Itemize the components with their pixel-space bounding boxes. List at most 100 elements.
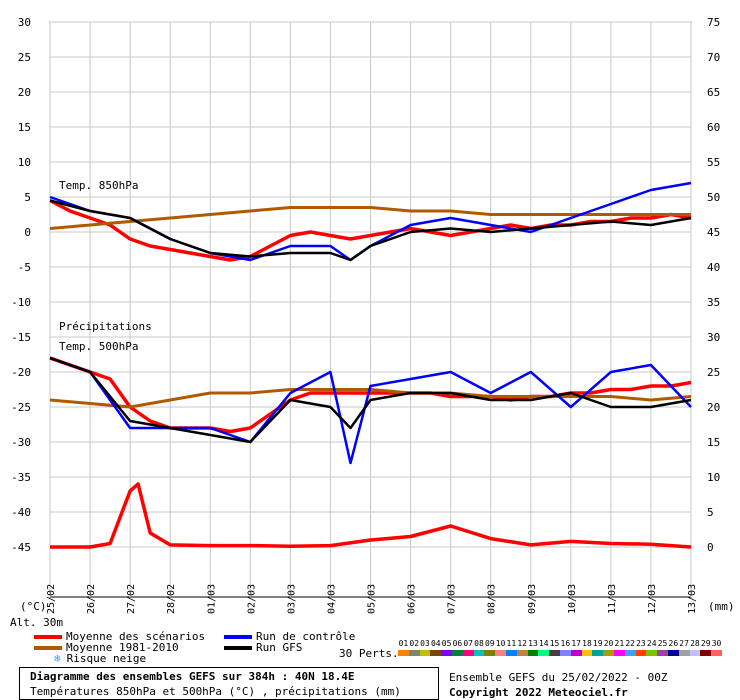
pert-color-swatch — [462, 650, 474, 656]
left-tick-label: -40 — [11, 506, 31, 519]
pert-color-swatch — [505, 650, 517, 656]
legend-control-label: Run de contrôle — [256, 630, 356, 643]
date-tick-label: 27/02 — [126, 584, 137, 614]
left-axis-unit: (°C) — [20, 600, 47, 613]
right-tick-label: 70 — [707, 51, 720, 64]
series-line-precip — [50, 482, 692, 549]
t850-panel-label: Temp. 850hPa — [59, 179, 138, 192]
pert-number: 26 — [668, 639, 679, 648]
t500-panel-label: Temp. 500hPa — [59, 340, 138, 353]
left-tick-label: 10 — [18, 156, 31, 169]
pert-number: 24 — [646, 639, 657, 648]
left-tick-label: -45 — [11, 541, 31, 554]
date-tick-label: 05/03 — [367, 584, 378, 614]
date-tick-label: 26/02 — [86, 584, 97, 614]
pert-color-swatch — [473, 650, 485, 656]
pert-number: 27 — [679, 639, 689, 648]
date-tick-label: 08/03 — [487, 584, 498, 614]
right-tick-label: 75 — [707, 16, 720, 29]
perturbation-numbers: 01 02 03 04 05 06 07 08 09 10 11 12 13 14 15 16 17 18 19 20… — [398, 639, 722, 648]
legend-mean: Moyenne des scénarios — [34, 630, 205, 643]
pert-color-swatch — [635, 650, 647, 656]
footer-title: Diagramme des ensembles GEFS sur 384h : … — [30, 670, 355, 683]
pert-color-swatch — [495, 650, 506, 656]
series-line-t500 — [49, 356, 692, 444]
pert-color-swatch — [646, 650, 658, 656]
pert-color-swatch — [549, 650, 560, 656]
pert-color-swatch — [613, 650, 625, 656]
right-tick-label: 20 — [707, 401, 720, 414]
pert-color-swatch — [430, 650, 442, 656]
right-tick-label: 35 — [707, 296, 720, 309]
date-tick-label: 11/03 — [607, 584, 618, 614]
pert-number: 09 — [484, 639, 495, 648]
pert-number: 15 — [549, 639, 560, 648]
legend-control-swatch — [224, 634, 252, 639]
pert-color-swatch — [451, 650, 463, 656]
pert-color-swatch — [441, 650, 452, 656]
legend-climo-label: Moyenne 1981-2010 — [66, 641, 179, 654]
legend-snow: ❄ Risque neige — [54, 652, 146, 665]
pert-number: 29 — [700, 639, 711, 648]
legend-mean-label: Moyenne des scénarios — [66, 630, 206, 643]
pert-color-swatch — [667, 650, 679, 656]
date-tick-label: 13/03 — [687, 584, 698, 614]
date-tick-label: 10/03 — [567, 584, 578, 614]
right-tick-label: 10 — [707, 471, 720, 484]
snowflake-icon: ❄ — [54, 652, 61, 665]
pert-color-swatch — [624, 650, 636, 656]
date-tick-label: 02/03 — [246, 584, 257, 614]
pert-color-swatch — [559, 650, 571, 656]
series-line-t500 — [49, 356, 692, 434]
footer-copyright: Copyright 2022 Meteociel.fr — [449, 686, 628, 699]
pert-color-swatch — [700, 650, 712, 656]
date-tick-label: 04/03 — [326, 584, 337, 614]
left-tick-label: -30 — [11, 436, 31, 449]
pert-number: 23 — [636, 639, 646, 648]
pert-color-swatch — [408, 650, 420, 656]
pert-number: 25 — [657, 639, 668, 648]
pert-number: 16 — [560, 639, 571, 648]
right-tick-label: 40 — [707, 261, 720, 274]
pert-color-swatch — [711, 650, 722, 656]
footer-box: Diagramme des ensembles GEFS sur 384h : … — [19, 667, 439, 700]
left-tick-label: -10 — [11, 296, 31, 309]
pert-number: 06 — [452, 639, 463, 648]
legend-gfs: Run GFS — [224, 641, 302, 654]
pert-number: 10 — [495, 639, 506, 648]
left-tick-label: 25 — [18, 51, 31, 64]
pert-number: 12 — [517, 639, 527, 648]
left-tick-label: 15 — [18, 121, 31, 134]
pert-color-swatch — [581, 650, 593, 656]
pert-number: 19 — [592, 639, 603, 648]
right-tick-label: 5 — [707, 506, 714, 519]
pert-color-swatch — [484, 650, 496, 656]
footer-subtitle: Températures 850hPa et 500hPa (°C) , pré… — [30, 685, 401, 698]
date-tick-label: 09/03 — [527, 584, 538, 614]
date-tick-label: 01/03 — [206, 584, 217, 614]
pert-number: 03 — [420, 639, 430, 648]
precip-panel-label: Précipitations — [59, 320, 152, 333]
right-tick-label: 55 — [707, 156, 720, 169]
pert-color-swatch — [570, 650, 582, 656]
pert-number: 02 — [409, 639, 420, 648]
right-tick-label: 60 — [707, 121, 720, 134]
left-tick-label: 30 — [18, 16, 31, 29]
pert-color-swatch — [592, 650, 604, 656]
pert-color-swatch — [538, 650, 550, 656]
pert-number: 18 — [582, 639, 592, 648]
pert-color-swatch — [527, 650, 539, 656]
pert-number: 01 — [398, 639, 409, 648]
pert-number: 30 — [711, 639, 722, 648]
legend-climo-swatch — [34, 645, 62, 650]
pert-color-swatch — [603, 650, 614, 656]
pert-number: 14 — [538, 639, 549, 648]
right-tick-label: 15 — [707, 436, 720, 449]
right-tick-label: 45 — [707, 226, 720, 239]
left-tick-label: 5 — [24, 191, 31, 204]
pert-number: 28 — [690, 639, 700, 648]
right-tick-label: 50 — [707, 191, 720, 204]
footer-run: Ensemble GEFS du 25/02/2022 - 00Z — [449, 671, 668, 684]
legend-snow-label: Risque neige — [66, 652, 147, 665]
date-tick-label: 03/03 — [286, 584, 297, 614]
